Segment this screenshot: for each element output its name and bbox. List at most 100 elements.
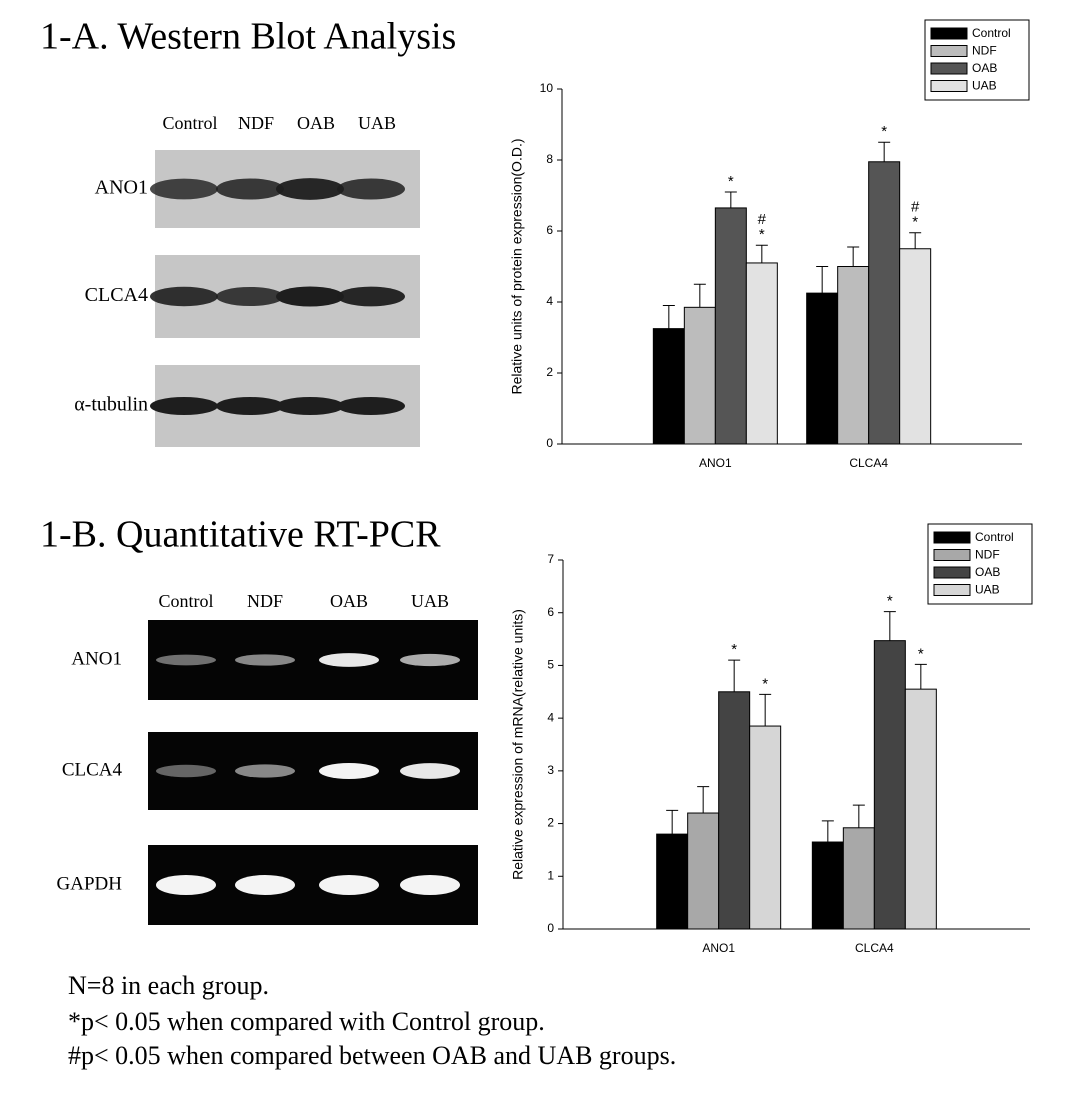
band <box>216 286 284 307</box>
band <box>400 763 460 779</box>
legend-swatch <box>930 80 968 92</box>
error-bar <box>666 809 679 835</box>
band <box>150 178 218 200</box>
legend-swatch <box>933 566 971 579</box>
annotation: * <box>728 173 734 190</box>
annotation: * <box>759 226 765 243</box>
error-bar <box>914 663 927 690</box>
band <box>319 763 379 779</box>
band <box>400 875 460 895</box>
error-bar <box>878 141 891 162</box>
x-tick-label: CLCA4 <box>855 941 894 955</box>
error-bar <box>816 266 829 294</box>
annotation: * <box>881 123 887 140</box>
bar <box>842 827 875 930</box>
legend-swatch <box>930 27 968 40</box>
legend-label: NDF <box>975 548 1000 562</box>
legend-swatch <box>930 45 968 57</box>
y-tick-label: 2 <box>547 816 554 830</box>
legend-label: NDF <box>972 44 997 58</box>
bar <box>806 292 839 445</box>
y-tick-label: 4 <box>546 294 553 308</box>
lane-label: OAB <box>297 113 335 133</box>
row-label: ANO1 <box>95 177 148 199</box>
legend-swatch <box>930 62 968 75</box>
error-bar <box>852 804 865 828</box>
x-tick-label: ANO1 <box>702 941 735 955</box>
bar <box>749 725 782 930</box>
y-tick-label: 10 <box>540 81 554 95</box>
band <box>337 397 405 415</box>
band <box>276 178 344 200</box>
panel-title: 1-B. Quantitative RT-PCR <box>40 514 441 556</box>
band <box>276 397 344 415</box>
y-tick-label: 8 <box>546 152 553 166</box>
band <box>150 397 218 415</box>
row-label: α-tubulin <box>74 394 148 416</box>
legend-label: UAB <box>975 583 1000 597</box>
panel-title: 1-A. Western Blot Analysis <box>40 16 456 58</box>
band <box>235 654 295 666</box>
lane-label: Control <box>158 591 213 611</box>
error-bar <box>821 820 834 843</box>
bar <box>714 207 747 445</box>
note: *p< 0.05 when compared with Control grou… <box>68 1007 545 1036</box>
bar <box>656 833 689 930</box>
bar <box>718 691 751 930</box>
band <box>150 286 218 307</box>
legend-label: Control <box>972 26 1011 40</box>
bar <box>745 262 778 445</box>
legend-swatch <box>933 531 971 544</box>
lane-label: OAB <box>330 591 368 611</box>
legend-label: UAB <box>972 79 997 93</box>
y-tick-label: 0 <box>546 436 553 450</box>
legend-label: Control <box>975 530 1014 544</box>
band <box>156 654 216 666</box>
error-bar <box>697 786 710 814</box>
error-bar <box>883 611 896 641</box>
error-bar <box>755 244 768 263</box>
y-axis-label: Relative expression of mRNA(relative uni… <box>510 609 526 880</box>
lane-label: UAB <box>411 591 449 611</box>
y-tick-label: 6 <box>547 605 554 619</box>
annotation: * <box>887 593 893 610</box>
error-bar <box>724 191 737 208</box>
annotation: * <box>918 645 924 662</box>
error-bar <box>847 246 860 267</box>
bar <box>904 688 937 930</box>
error-bar <box>662 305 675 329</box>
y-tick-label: 0 <box>547 921 554 935</box>
bar <box>687 812 720 930</box>
error-bar <box>693 283 706 308</box>
annotation: * <box>762 675 768 692</box>
y-axis-label: Relative units of protein expression(O.D… <box>509 139 525 395</box>
bar <box>811 841 844 930</box>
band <box>319 875 379 895</box>
band <box>276 286 344 307</box>
error-bar <box>728 659 741 692</box>
legend-label: OAB <box>975 565 1000 579</box>
band <box>216 178 284 200</box>
band <box>319 653 379 667</box>
annotation: * <box>912 214 918 231</box>
band <box>156 875 216 895</box>
lane-label: NDF <box>247 591 283 611</box>
y-tick-label: 5 <box>547 658 554 672</box>
bar <box>683 306 716 445</box>
y-tick-label: 2 <box>546 365 553 379</box>
lane-label: UAB <box>358 113 396 133</box>
band <box>400 653 460 667</box>
x-tick-label: ANO1 <box>699 456 732 470</box>
bar <box>652 328 685 445</box>
y-tick-label: 7 <box>547 552 554 566</box>
legend-swatch <box>933 584 971 596</box>
error-bar <box>759 693 772 727</box>
error-bar <box>909 232 922 249</box>
bar <box>868 161 901 445</box>
annotation: * <box>731 641 737 658</box>
band <box>235 875 295 895</box>
y-tick-label: 4 <box>547 710 554 724</box>
band <box>235 764 295 778</box>
y-tick-label: 6 <box>546 223 553 237</box>
